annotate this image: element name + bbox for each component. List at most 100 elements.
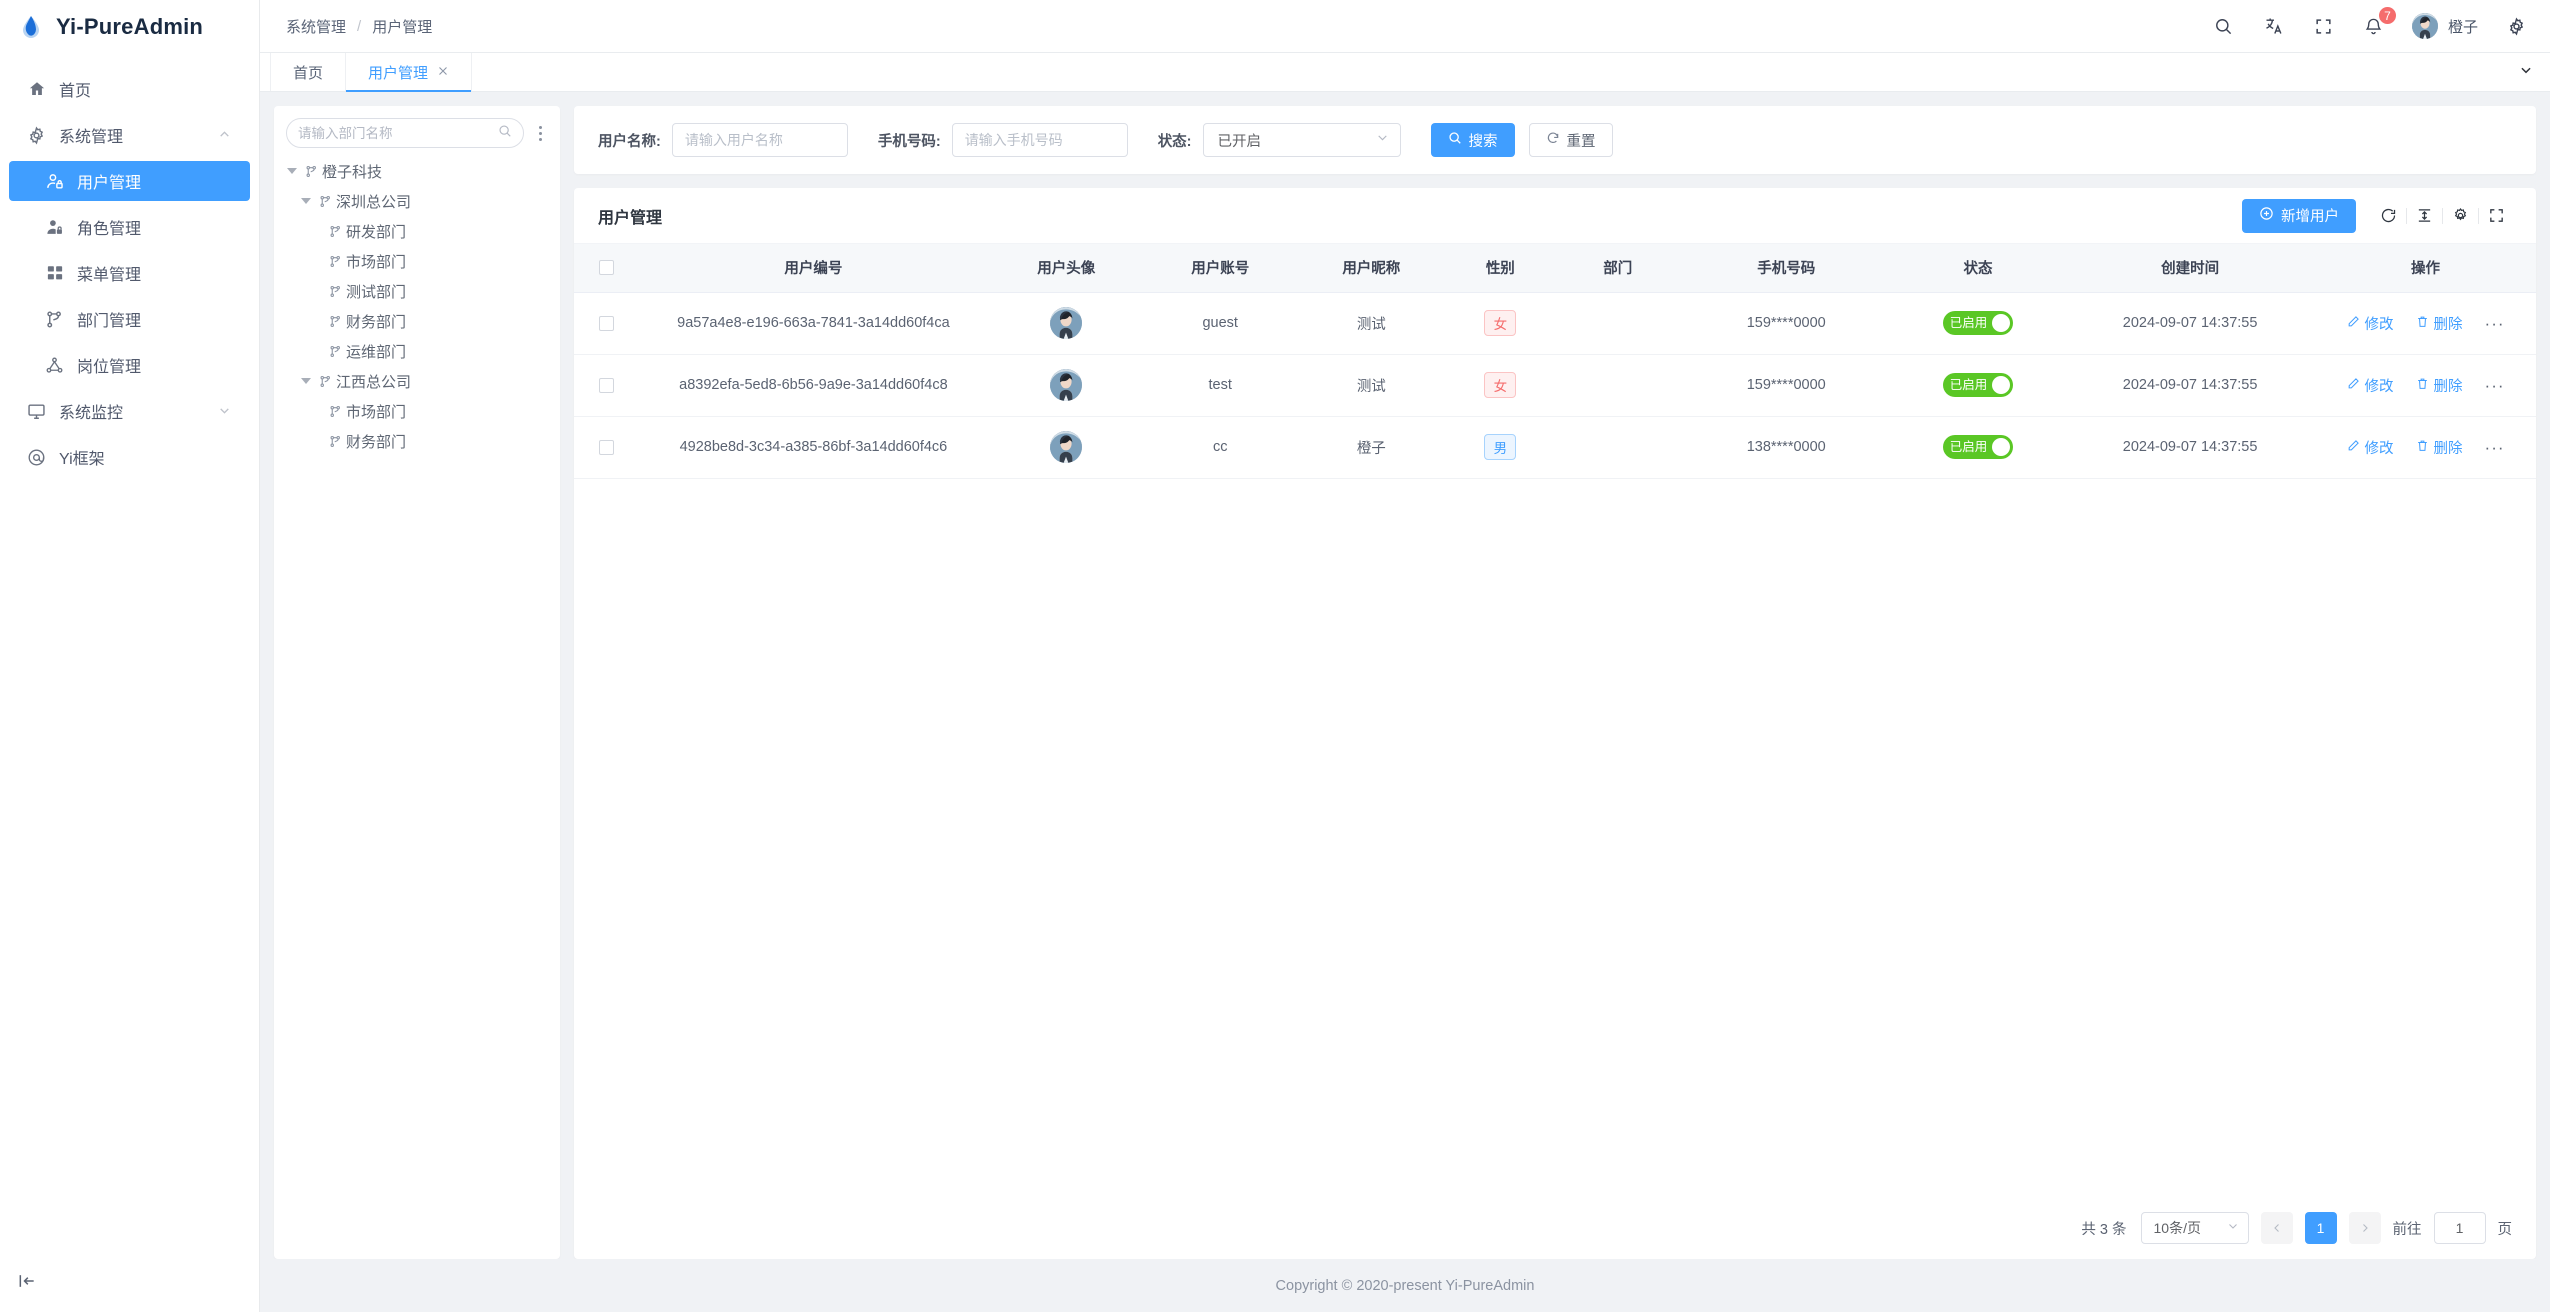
fullscreen-icon[interactable] xyxy=(2312,14,2336,38)
caret-down-icon[interactable] xyxy=(298,198,314,204)
delete-button[interactable]: 删除 xyxy=(2416,375,2463,396)
sidebar-group-system[interactable]: 系统管理 xyxy=(9,115,250,155)
tab-user-management[interactable]: 用户管理 xyxy=(346,53,473,92)
row-checkbox[interactable] xyxy=(599,439,615,455)
username-input[interactable] xyxy=(671,123,848,157)
select-all-checkbox[interactable] xyxy=(599,260,615,276)
tree-node[interactable]: 市场部门 xyxy=(274,251,560,271)
cell-gender: 女 xyxy=(1446,354,1554,417)
cell-actions: 修改 删除 ·· xyxy=(2315,292,2536,355)
translate-icon[interactable] xyxy=(2262,14,2286,38)
search-button[interactable]: 搜索 xyxy=(1430,123,1515,157)
tree-node[interactable]: 测试部门 xyxy=(274,281,560,301)
more-horizontal-icon[interactable]: ··· xyxy=(2484,375,2505,395)
sidebar-collapse-icon[interactable] xyxy=(14,1268,40,1294)
sidebar-item-users[interactable]: 用户管理 xyxy=(9,161,250,201)
tree-node[interactable]: 江西总公司 xyxy=(274,371,560,391)
density-icon[interactable] xyxy=(2406,201,2442,231)
tree-node[interactable]: 市场部门 xyxy=(274,401,560,421)
cell-id: a8392efa-5ed8-6b56-9a9e-3a14dd60f4c8 xyxy=(639,354,988,417)
prev-page-button[interactable] xyxy=(2260,1212,2293,1244)
cell-status: 已启用 xyxy=(1890,354,2066,417)
sidebar-item-framework[interactable]: Yi框架 xyxy=(9,437,250,477)
edit-button[interactable]: 修改 xyxy=(2347,375,2394,396)
add-user-button[interactable]: 新增用户 xyxy=(2242,198,2356,233)
fullscreen-icon[interactable] xyxy=(2478,201,2514,231)
avatar xyxy=(1050,369,1083,401)
delete-button[interactable]: 删除 xyxy=(2416,313,2463,334)
tree-search-box[interactable] xyxy=(286,118,524,148)
tree-node[interactable]: 深圳总公司 xyxy=(274,191,560,211)
table-row[interactable]: a8392efa-5ed8-6b56-9a9e-3a14dd60f4c8 xyxy=(574,354,2536,417)
delete-label: 删除 xyxy=(2433,440,2463,457)
row-checkbox[interactable] xyxy=(599,315,615,331)
page-number-1[interactable]: 1 xyxy=(2304,1212,2337,1244)
cell-dept xyxy=(1553,292,1682,355)
tree-node[interactable]: 研发部门 xyxy=(274,221,560,241)
sidebar-item-roles[interactable]: 角色管理 xyxy=(9,207,250,247)
row-checkbox[interactable] xyxy=(599,377,615,393)
next-page-button[interactable] xyxy=(2348,1212,2381,1244)
more-horizontal-icon[interactable]: ··· xyxy=(2484,313,2505,333)
tree-node[interactable]: 橙子科技 xyxy=(274,161,560,181)
status-switch[interactable]: 已启用 xyxy=(1942,435,2014,459)
sidebar-item-departments[interactable]: 部门管理 xyxy=(9,299,250,339)
main-column: 系统管理 / 用户管理 xyxy=(260,0,2550,1312)
tree-node[interactable]: 财务部门 xyxy=(274,431,560,451)
gear-icon[interactable] xyxy=(2504,14,2528,38)
more-vertical-icon[interactable] xyxy=(530,122,550,145)
table-scroll-region[interactable]: 用户编号 用户头像 用户账号 用户昵称 性别 部门 手机号码 状态 创建时间 xyxy=(574,244,2536,1197)
reset-button[interactable]: 重置 xyxy=(1528,123,1613,157)
more-horizontal-icon[interactable]: ··· xyxy=(2484,437,2505,457)
trash-icon xyxy=(2416,377,2429,394)
delete-button[interactable]: 删除 xyxy=(2416,437,2463,458)
page-size-select[interactable]: 10条/页 xyxy=(2140,1212,2249,1244)
tabs-dropdown-button[interactable] xyxy=(2502,53,2550,91)
close-icon[interactable] xyxy=(437,65,449,79)
tree-node-label: 研发部门 xyxy=(346,223,407,241)
sidebar-item-positions[interactable]: 岗位管理 xyxy=(9,345,250,385)
grid-icon xyxy=(45,264,64,283)
gender-tag: 男 xyxy=(1484,434,1517,460)
user-table: 用户编号 用户头像 用户账号 用户昵称 性别 部门 手机号码 状态 创建时间 xyxy=(574,244,2536,479)
brand-logo[interactable]: Yi-PureAdmin xyxy=(0,0,259,53)
brand-name: Yi-PureAdmin xyxy=(56,13,204,39)
edit-button[interactable]: 修改 xyxy=(2347,437,2394,458)
table-row[interactable]: 4928be8d-3c34-a385-86bf-3a14dd60f4c6 xyxy=(574,416,2536,479)
cell-avatar xyxy=(987,292,1145,355)
caret-down-icon[interactable] xyxy=(298,378,314,384)
tree-node[interactable]: 财务部门 xyxy=(274,311,560,331)
page-jump-input[interactable] xyxy=(2433,1212,2486,1244)
table-row[interactable]: 9a57a4e8-e196-663a-7841-3a14dd60f4ca xyxy=(574,292,2536,355)
cell-dept xyxy=(1553,416,1682,479)
phone-input[interactable] xyxy=(951,123,1128,157)
bell-icon[interactable]: 7 xyxy=(2362,6,2397,38)
cell-status: 已启用 xyxy=(1890,292,2066,355)
sidebar-group-label: 系统管理 xyxy=(59,129,124,146)
row-actions: 修改 删除 ·· xyxy=(2347,437,2505,458)
sidebar-group-monitor[interactable]: 系统监控 xyxy=(9,391,250,431)
tree-node-list: 橙子科技 深圳总公司 研发部门 xyxy=(274,159,560,1259)
status-select-value: 已开启 xyxy=(1217,133,1262,150)
sidebar-item-home[interactable]: 首页 xyxy=(9,69,250,109)
cell-dept xyxy=(1553,354,1682,417)
org-branch-icon xyxy=(318,375,332,388)
status-switch[interactable]: 已启用 xyxy=(1942,311,2014,335)
dot xyxy=(538,125,542,129)
caret-down-icon[interactable] xyxy=(284,168,300,174)
status-switch[interactable]: 已启用 xyxy=(1942,373,2014,397)
user-menu[interactable]: 橙子 xyxy=(2411,13,2478,39)
tab-home[interactable]: 首页 xyxy=(270,53,347,91)
cell-gender: 男 xyxy=(1446,416,1554,479)
nodes-icon xyxy=(45,356,64,375)
sidebar-item-menus[interactable]: 菜单管理 xyxy=(9,253,250,293)
department-search-input[interactable] xyxy=(298,125,492,141)
status-select[interactable]: 已开启 xyxy=(1202,123,1401,157)
tree-node[interactable]: 运维部门 xyxy=(274,341,560,361)
column-settings-icon[interactable] xyxy=(2442,201,2478,231)
breadcrumb-item-parent[interactable]: 系统管理 xyxy=(286,18,347,36)
refresh-icon[interactable] xyxy=(2370,201,2406,231)
gear-icon xyxy=(27,125,46,145)
search-icon[interactable] xyxy=(2212,14,2236,38)
edit-button[interactable]: 修改 xyxy=(2347,313,2394,334)
